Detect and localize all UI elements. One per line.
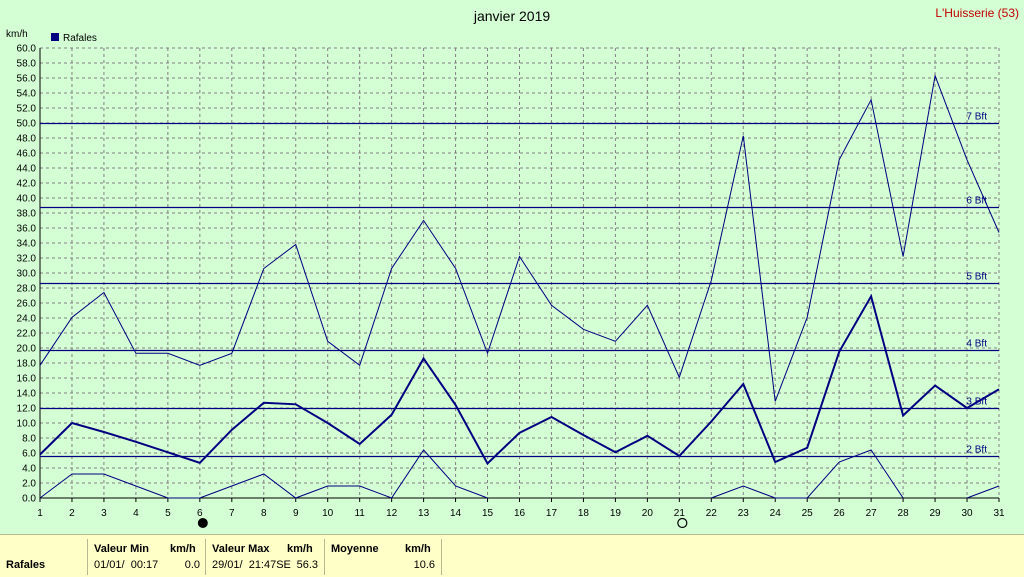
mean-value: 10.6 xyxy=(413,559,435,571)
row-label: Rafales xyxy=(6,559,46,571)
x-tick-label: 17 xyxy=(546,508,558,519)
x-tick-label: 18 xyxy=(578,508,590,519)
moon-phases xyxy=(197,517,688,529)
y-tick-labels: 0.0 2.0 4.0 6.0 8.0 10.0 12.0 14.0 16.0 18.0 20.0 2… xyxy=(17,44,37,505)
beaufort-label: 5 Bft xyxy=(966,272,987,283)
y-tick-label: 0.0 xyxy=(22,494,36,505)
y-tick-label: 60.0 xyxy=(17,44,37,55)
x-tick-label: 29 xyxy=(930,508,942,519)
y-tick-label: 42.0 xyxy=(17,179,37,190)
x-tick-label: 12 xyxy=(386,508,398,519)
min-value: 0.0 xyxy=(184,559,200,571)
y-tick-label: 58.0 xyxy=(17,59,37,70)
x-tick-label: 22 xyxy=(706,508,718,519)
y-tick-label: 18.0 xyxy=(17,359,37,370)
y-tick-label: 50.0 xyxy=(17,119,37,130)
x-tick-label: 1 xyxy=(37,508,43,519)
legend-label: Rafales xyxy=(63,33,97,44)
x-tick-labels: 1 2 3 4 5 6 7 8 9 10 11 12 13 14 15 16 17 18 19 20 21 22 23 24 2… xyxy=(37,508,1005,519)
y-tick-label: 44.0 xyxy=(17,164,37,175)
series-lines xyxy=(39,73,1000,499)
series-max-line xyxy=(39,73,1000,402)
x-tick-label: 4 xyxy=(133,508,139,519)
x-tick-label: 14 xyxy=(450,508,462,519)
y-tick-label: 48.0 xyxy=(17,134,37,145)
y-tick-label: 6.0 xyxy=(22,449,36,460)
x-tick-label: 2 xyxy=(69,508,75,519)
series-mean-line xyxy=(39,293,1000,466)
y-tick-label: 54.0 xyxy=(17,89,37,100)
beaufort-label: 2 Bft xyxy=(966,445,987,456)
legend-swatch xyxy=(51,33,59,41)
min-unit: km/h xyxy=(170,543,196,555)
y-tick-label: 14.0 xyxy=(17,389,37,400)
y-tick-label: 26.0 xyxy=(17,299,37,310)
y-tick-label: 2.0 xyxy=(22,479,36,490)
beaufort-label: 4 Bft xyxy=(966,339,987,350)
x-tick-label: 7 xyxy=(229,508,235,519)
y-tick-label: 56.0 xyxy=(17,74,37,85)
y-tick-label: 16.0 xyxy=(17,374,37,385)
new-moon-icon xyxy=(197,518,208,528)
x-tick-label: 15 xyxy=(482,508,494,519)
x-tick-label: 6 xyxy=(197,508,203,519)
y-axis-unit: km/h xyxy=(6,29,28,40)
y-tick-label: 20.0 xyxy=(17,344,37,355)
mean-header: Moyenne xyxy=(331,543,379,555)
max-unit: km/h xyxy=(287,543,313,555)
y-tick-label: 52.0 xyxy=(17,104,37,115)
summary-footer: Rafales Valeur Min km/h 01/01/ 00:17 0.0… xyxy=(0,534,1024,577)
y-tick-label: 28.0 xyxy=(17,284,37,295)
x-tick-label: 19 xyxy=(610,508,622,519)
y-tick-label: 8.0 xyxy=(22,434,36,445)
y-tick-label: 40.0 xyxy=(17,194,37,205)
x-tick-label: 30 xyxy=(961,508,973,519)
x-tick-label: 9 xyxy=(293,508,299,519)
y-tick-label: 22.0 xyxy=(17,329,37,340)
x-tick-label: 26 xyxy=(834,508,846,519)
y-tick-label: 38.0 xyxy=(17,209,37,220)
y-tick-label: 36.0 xyxy=(17,224,37,235)
y-tick-label: 4.0 xyxy=(22,464,36,475)
x-tick-label: 5 xyxy=(165,508,171,519)
y-tick-label: 10.0 xyxy=(17,419,37,430)
series-min-line xyxy=(711,449,904,499)
beaufort-label: 6 Bft xyxy=(966,196,987,207)
x-tick-label: 24 xyxy=(770,508,782,519)
station-name: L'Huisserie (53) xyxy=(935,6,1019,20)
x-tick-label: 10 xyxy=(322,508,334,519)
max-date: 29/01/ 21:47SE xyxy=(212,559,291,571)
y-tick-label: 12.0 xyxy=(17,404,37,415)
x-tick-label: 13 xyxy=(418,508,430,519)
min-date: 01/01/ 00:17 xyxy=(94,559,159,571)
max-header: Valeur Max xyxy=(212,543,270,555)
y-tick-label: 34.0 xyxy=(17,239,37,250)
max-value: 56.3 xyxy=(296,559,318,571)
x-tick-label: 28 xyxy=(898,508,910,519)
y-tick-label: 24.0 xyxy=(17,314,37,325)
min-header: Valeur Min xyxy=(94,543,150,555)
x-tick-label: 27 xyxy=(866,508,878,519)
mean-unit: km/h xyxy=(405,543,431,555)
x-tick-label: 8 xyxy=(261,508,267,519)
x-tick-label: 21 xyxy=(674,508,686,519)
series-min-line xyxy=(966,485,1000,499)
beaufort-label: 7 Bft xyxy=(966,112,987,123)
x-tick-label: 25 xyxy=(802,508,814,519)
x-tick-label: 11 xyxy=(354,508,365,519)
series-min-line xyxy=(39,449,488,499)
x-tick-label: 16 xyxy=(514,508,526,519)
x-tick-label: 3 xyxy=(101,508,107,519)
x-tick-label: 23 xyxy=(738,508,750,519)
x-tick-label: 20 xyxy=(642,508,654,519)
chart-title: janvier 2019 xyxy=(473,8,550,24)
y-tick-label: 46.0 xyxy=(17,149,37,160)
full-moon-icon xyxy=(677,517,688,529)
y-tick-label: 32.0 xyxy=(17,254,37,265)
x-tick-label: 31 xyxy=(993,508,1005,519)
y-tick-label: 30.0 xyxy=(17,269,37,280)
